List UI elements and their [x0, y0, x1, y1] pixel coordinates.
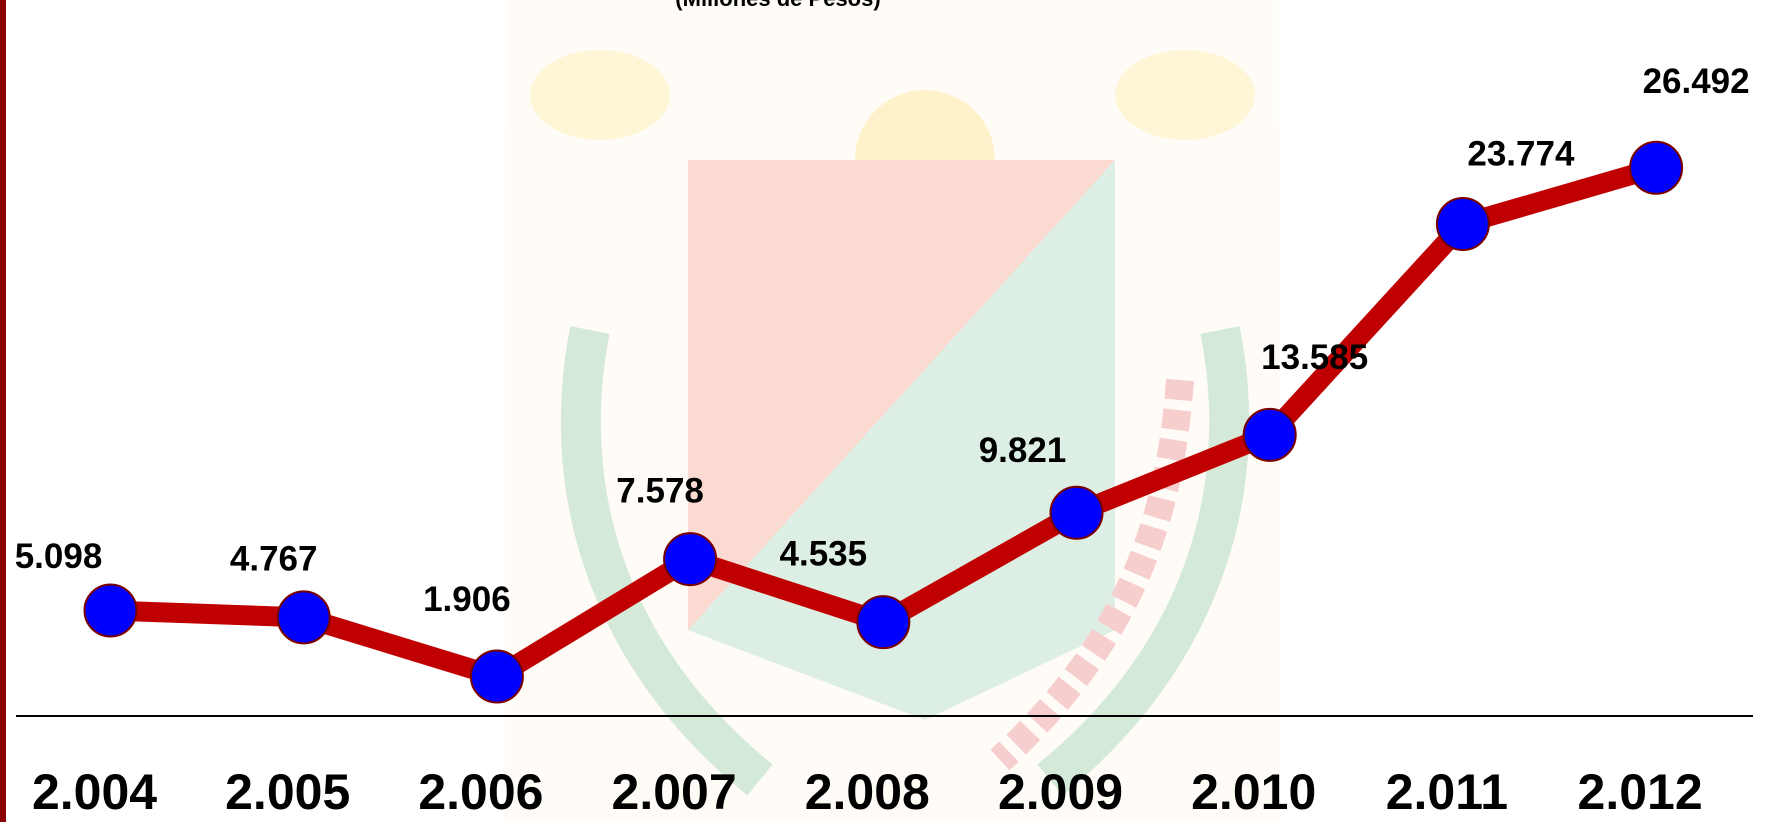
data-point: [663, 532, 718, 587]
x-tick-label: 2.005: [225, 764, 350, 820]
x-tick-label: 2.004: [32, 764, 157, 820]
data-point: [276, 590, 331, 645]
data-point: [1049, 485, 1104, 540]
data-point: [1435, 197, 1490, 252]
x-tick-label: 2.007: [612, 764, 737, 820]
data-label: 13.585: [1261, 338, 1368, 377]
background-emblem: [505, 0, 1280, 822]
left-border: [0, 0, 6, 822]
x-tick-label: 2.012: [1578, 764, 1703, 820]
data-label: 1.906: [423, 580, 511, 619]
data-point: [856, 595, 911, 650]
data-label: 4.535: [780, 534, 868, 573]
data-point: [1629, 140, 1684, 195]
x-tick-label: 2.006: [418, 764, 543, 820]
x-tick-label: 2.008: [805, 764, 930, 820]
data-point: [1242, 407, 1297, 462]
chart-subtitle: (Millones de Pesos): [675, 0, 880, 11]
data-label: 23.774: [1467, 134, 1575, 173]
data-label: 5.098: [15, 537, 103, 576]
x-tick-label: 2.010: [1191, 764, 1316, 820]
data-label: 26.492: [1643, 62, 1750, 101]
data-point: [469, 649, 524, 704]
data-label: 7.578: [616, 471, 704, 510]
x-tick-label: 2.011: [1386, 764, 1508, 820]
data-label: 9.821: [979, 431, 1067, 470]
x-tick-label: 2.009: [998, 764, 1123, 820]
data-point: [83, 583, 138, 638]
data-label: 4.767: [230, 540, 318, 579]
